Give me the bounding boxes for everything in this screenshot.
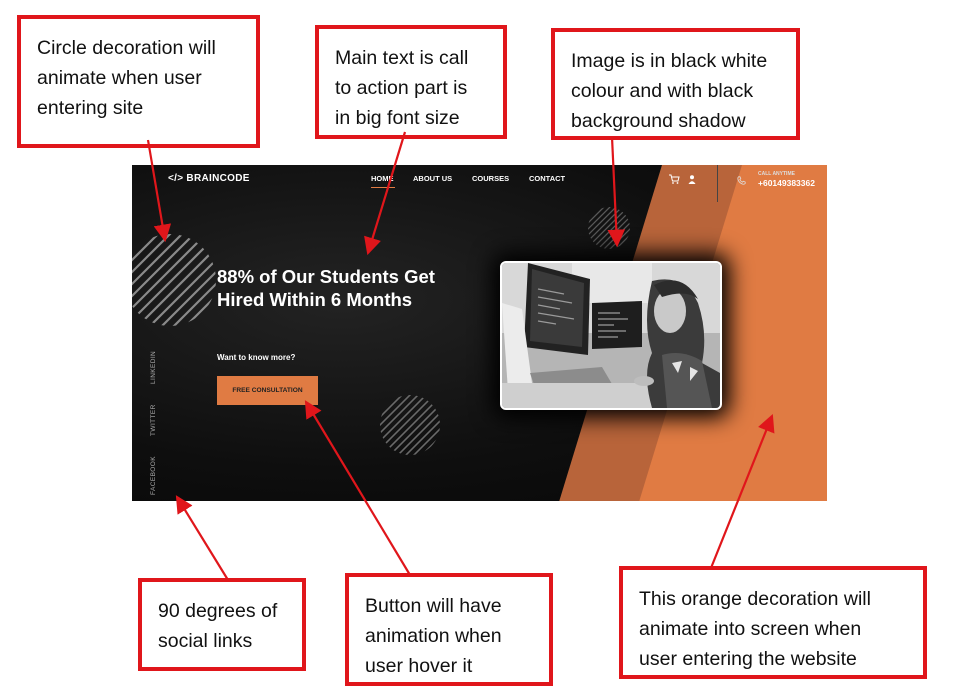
hero-subtext: Want to know more? [217, 353, 296, 362]
annotation-line: Main text is call [335, 47, 469, 69]
arrow-to-orange-decoration [709, 413, 775, 569]
annotation-line: Circle decoration will [37, 37, 216, 59]
annotation-line: entering site [37, 97, 144, 119]
nav-about-us[interactable]: ABOUT US [413, 174, 453, 183]
arrow-to-circle-decoration [146, 139, 172, 243]
annotation-line: colour and with black [571, 80, 754, 102]
annotation-image-style: Image is in black white colour and with … [551, 28, 800, 140]
annotation-line: animate when user [37, 67, 202, 89]
nav-home[interactable]: HOME [371, 174, 394, 183]
nav-contact[interactable]: CONTACT [529, 174, 566, 183]
call-anytime-block[interactable]: CALL ANYTIME +60149383362 [717, 165, 827, 202]
nav-active-underline [371, 187, 395, 188]
free-consultation-button[interactable]: FREE CONSULTATION [217, 376, 318, 405]
annotation-line: animate into screen when [639, 618, 862, 640]
user-icon[interactable] [688, 175, 696, 184]
annotation-line: user hover it [365, 655, 473, 677]
annotation-button-hover: Button will have animation when user hov… [345, 573, 553, 686]
annotation-line: social links [158, 630, 253, 652]
circle-decoration-left [132, 234, 216, 326]
arrow-to-social-links [175, 495, 229, 581]
annotation-line: in big font size [335, 107, 460, 129]
annotation-line: Button will have [365, 595, 502, 617]
site-logo[interactable]: </> BRAINCODE [168, 173, 250, 184]
annotation-line: animation when [365, 625, 502, 647]
hero-headline: 88% of Our Students Get Hired Within 6 M… [217, 266, 435, 310]
arrow-to-main-text [364, 131, 407, 256]
annotation-main-text: Main text is call to action part is in b… [315, 25, 507, 139]
annotation-line: Image is in black white [571, 50, 768, 72]
website-preview: </> BRAINCODE HOME ABOUT US COURSES CONT… [132, 165, 827, 501]
nav-courses[interactable]: COURSES [472, 174, 510, 183]
annotation-line: to action part is [335, 77, 468, 99]
annotation-social-links: 90 degrees of social links [138, 578, 306, 671]
annotation-line: This orange decoration will [639, 588, 871, 610]
call-phone-number[interactable]: +60149383362 [758, 178, 815, 188]
annotation-line: background shadow [571, 110, 746, 132]
site-navbar: </> BRAINCODE HOME ABOUT US COURSES CONT… [132, 165, 827, 202]
annotation-circle-decoration: Circle decoration will animate when user… [17, 15, 260, 148]
hero-photo [500, 261, 722, 410]
phone-icon [737, 176, 746, 185]
arrow-to-image [607, 136, 626, 248]
office-photo-illustration [502, 263, 720, 408]
annotation-line: 90 degrees of [158, 600, 278, 622]
circle-decoration-center [380, 395, 440, 455]
annotation-orange-decoration: This orange decoration will animate into… [619, 566, 927, 679]
arrow-to-button [304, 400, 411, 576]
call-anytime-label: CALL ANYTIME [758, 171, 795, 177]
annotation-line: user entering the website [639, 648, 857, 670]
cart-icon[interactable] [669, 174, 680, 184]
